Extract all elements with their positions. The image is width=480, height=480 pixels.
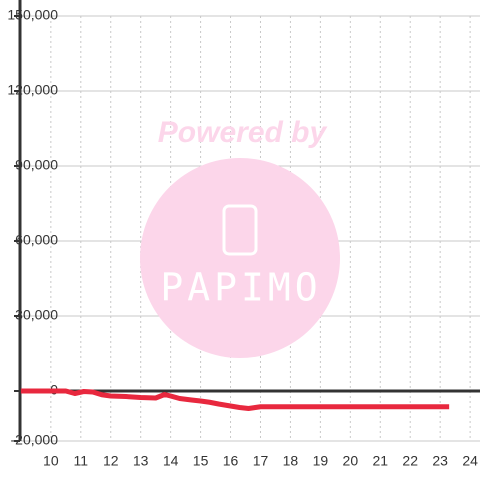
watermark-logo: PAPIMO [160, 266, 321, 310]
x-tick-label: 14 [163, 453, 179, 469]
watermark-phone [222, 204, 258, 256]
x-tick-label: 16 [223, 453, 239, 469]
y-tick-label: 60,000 [15, 232, 58, 248]
x-tick-label: 12 [103, 453, 119, 469]
watermark-circle [140, 158, 340, 358]
x-tick-label: 23 [432, 453, 448, 469]
x-tick-label: 17 [253, 453, 269, 469]
y-tick-label: 90,000 [15, 157, 58, 173]
line [20, 388, 450, 411]
x-tick-label: 20 [343, 453, 359, 469]
x-tick-label: 22 [402, 453, 418, 469]
x-tick-label: 15 [193, 453, 209, 469]
x-tick-label: 10 [43, 453, 59, 469]
y-tick-label: 30,000 [15, 307, 58, 323]
x-tick-label: 19 [313, 453, 329, 469]
y-tick-label: 120,000 [7, 82, 58, 98]
y-tick-label: 150,000 [7, 7, 58, 23]
x-tick-label: 21 [372, 453, 388, 469]
x-tick-label: 13 [133, 453, 149, 469]
x-tick-label: 24 [462, 453, 478, 469]
x-tick-label: 18 [283, 453, 299, 469]
watermark-text: Powered by [158, 116, 328, 149]
x-tick-label: 11 [74, 453, 89, 469]
y-tick-label: -20,000 [11, 432, 59, 448]
